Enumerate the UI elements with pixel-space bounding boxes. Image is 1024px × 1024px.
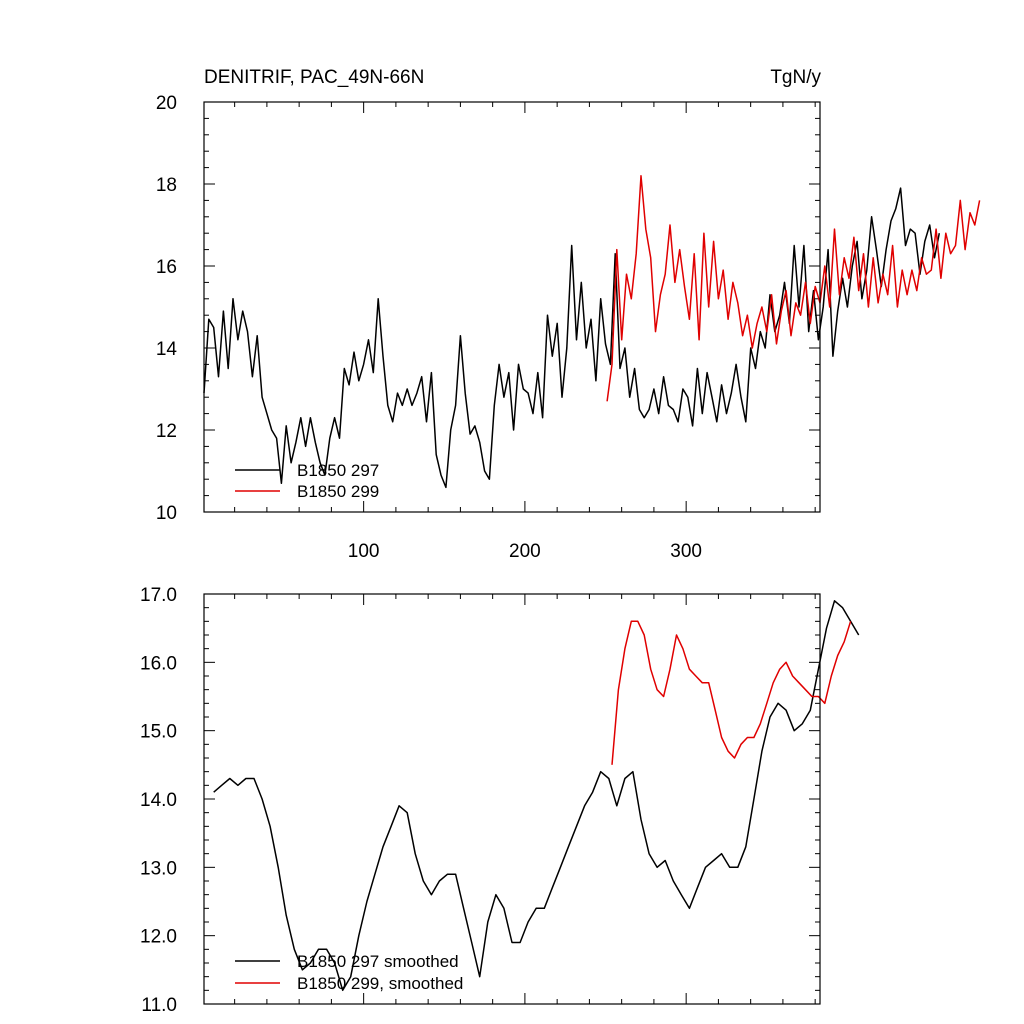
top-panel-title: DENITRIF, PAC_49N-66N xyxy=(204,67,424,88)
series-line-b1850-299-smoothed xyxy=(611,620,852,765)
top-panel-units: TgN/y xyxy=(770,67,821,88)
y-tick-label: 11.0 xyxy=(141,995,177,1016)
y-tick-label: 14 xyxy=(156,339,178,360)
series-line-b1850-299 xyxy=(606,175,981,402)
y-tick-label: 18 xyxy=(156,175,177,196)
legend-label-299-smoothed: B1850 299, smoothed xyxy=(297,974,463,993)
bottom-panel: 11.0 12.0 13.0 14.0 15.0 16.0 17.0 B1850 297 s… xyxy=(140,585,860,1016)
y-tick-label: 16.0 xyxy=(140,653,177,674)
x-tick-label: 100 xyxy=(348,541,380,562)
legend-label-297-smoothed: B1850 297 smoothed xyxy=(297,952,459,971)
y-tick-label: 12.0 xyxy=(140,927,177,948)
top-panel-frame xyxy=(203,101,821,513)
bottom-panel-frame xyxy=(203,593,821,1005)
top-panel: DENITRIF, PAC_49N-66N TgN/y 10 12 14 16 18 20… xyxy=(156,67,981,562)
y-tick-label: 13.0 xyxy=(140,858,177,879)
series-line-b1850-297-smoothed xyxy=(213,600,860,992)
y-tick-label: 20 xyxy=(156,93,177,114)
y-tick-label: 10 xyxy=(156,503,177,524)
x-tick-label: 300 xyxy=(670,541,702,562)
y-tick-label: 15.0 xyxy=(140,722,177,743)
y-tick-label: 16 xyxy=(156,257,177,278)
legend-label-299: B1850 299 xyxy=(297,482,379,501)
x-tick-label: 200 xyxy=(509,541,541,562)
series-line-b1850-297 xyxy=(203,187,941,489)
legend-label-297: B1850 297 xyxy=(297,461,379,480)
y-tick-label: 17.0 xyxy=(140,585,177,606)
y-tick-label: 12 xyxy=(156,421,177,442)
y-tick-label: 14.0 xyxy=(140,790,177,811)
